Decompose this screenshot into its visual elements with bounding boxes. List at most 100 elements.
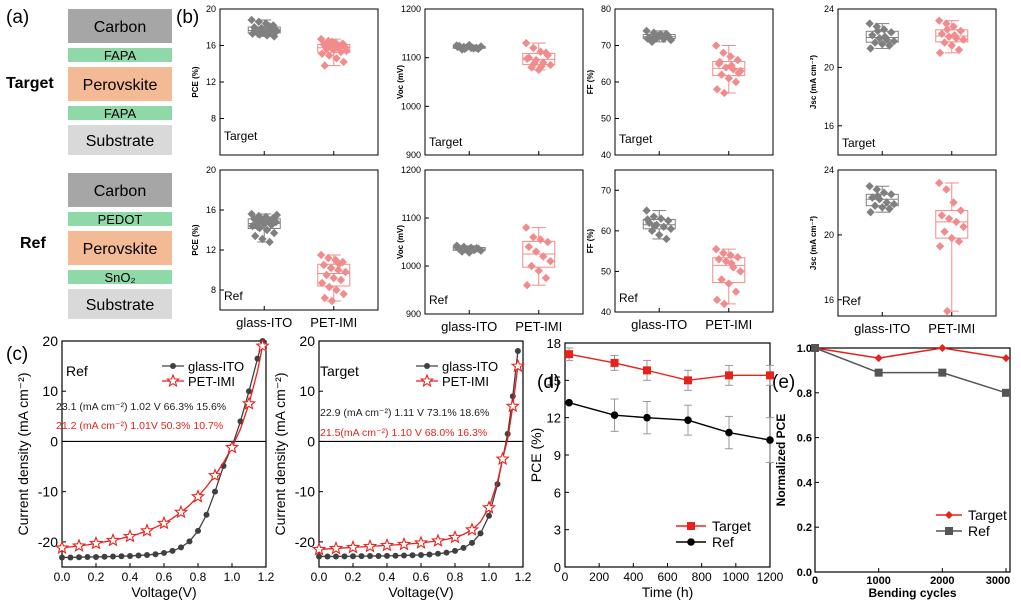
- data-point: [529, 233, 538, 242]
- data-point: [271, 217, 281, 227]
- data-point: [253, 222, 263, 232]
- x-tick-label: PET-IMI: [515, 319, 562, 334]
- data-point: [457, 247, 467, 256]
- legend-marker: [170, 363, 176, 369]
- x-tick-label: 1.0: [224, 570, 241, 584]
- data-point: [54, 540, 70, 555]
- series-line-1: [568, 402, 771, 441]
- data-point: [647, 226, 657, 236]
- data-point: [662, 29, 671, 39]
- x-tick-label: 400: [623, 570, 643, 584]
- data-point: [465, 248, 474, 257]
- data-point: [358, 553, 365, 560]
- data-point: [724, 279, 733, 288]
- x-tick-label: 0.8: [447, 570, 464, 584]
- data-point: [870, 201, 880, 210]
- data-point: [254, 355, 261, 362]
- data-point: [195, 527, 201, 534]
- y-tick-label: 16: [824, 121, 834, 131]
- y-tick-label: 60: [601, 77, 611, 87]
- corner-label: Target: [320, 363, 359, 379]
- data-point: [934, 178, 944, 188]
- data-point: [721, 257, 731, 266]
- data-point: [144, 551, 150, 558]
- x-tick-label: 200: [589, 570, 609, 584]
- data-point: [943, 306, 952, 316]
- y-tick-label: 20: [299, 333, 315, 349]
- data-point: [649, 28, 659, 37]
- data-point: [430, 533, 446, 547]
- data-point: [319, 260, 329, 270]
- device-stack-target: Carbon FAPA Perovskite FAPA Substrate: [68, 9, 172, 155]
- data-point: [866, 207, 875, 217]
- y-axis-label: PCE (%): [191, 66, 200, 97]
- data-point: [534, 266, 543, 275]
- x-tick-label: 0.2: [88, 570, 105, 584]
- data-point: [329, 273, 338, 283]
- data-point: [546, 257, 555, 266]
- legend-label: glass-ITO: [442, 359, 498, 374]
- legend-label: glass-ITO: [188, 359, 244, 374]
- plot-frame: [614, 169, 774, 313]
- y-axis-label: PCE (%): [528, 428, 544, 482]
- data-point: [135, 552, 142, 559]
- box-chart-2: 900 1000 1100 1200 Voc (mV) Target: [396, 4, 584, 160]
- data-point: [248, 221, 257, 231]
- data-point: [766, 436, 774, 444]
- y-tick-label: 0.6: [797, 433, 812, 445]
- data-point: [736, 267, 745, 276]
- data-point: [874, 354, 883, 363]
- data-point: [662, 234, 671, 244]
- series-line-1: [318, 366, 519, 551]
- stack-layer-target-3: [68, 106, 172, 120]
- data-point: [331, 38, 340, 47]
- y-tick-label: -20: [295, 534, 315, 550]
- plot-frame: [814, 347, 1011, 573]
- data-point: [88, 535, 104, 550]
- x-tick-label: 0: [812, 575, 818, 587]
- data-point: [139, 523, 155, 537]
- y-axis-label: Voc (mV): [396, 225, 405, 259]
- x-tick-label: 1.2: [258, 570, 275, 584]
- data-point: [954, 45, 964, 55]
- stack-label-target: Target: [6, 75, 54, 92]
- data-point: [650, 32, 659, 41]
- data-point: [110, 553, 116, 560]
- legend-marker: [687, 538, 695, 546]
- data-point: [317, 278, 327, 288]
- data-point: [186, 538, 193, 545]
- stack-layer-ref-2: [68, 231, 172, 265]
- y-tick-label: 20: [824, 230, 834, 240]
- stack-layer-label: Carbon: [94, 183, 146, 200]
- y-axis-label: FF (%): [586, 69, 595, 94]
- data-point: [712, 85, 722, 94]
- data-point: [341, 43, 350, 52]
- legend-label: PET-IMI: [442, 374, 489, 389]
- data-point: [866, 44, 875, 53]
- y-tick-label: -20: [38, 534, 58, 550]
- y-tick-label: 70: [601, 41, 611, 51]
- data-point: [720, 299, 729, 309]
- y-tick-label: 1100: [402, 53, 421, 63]
- y-axis-label: Current density (mA cm⁻²): [272, 373, 288, 536]
- y-tick-label: 1200: [401, 4, 421, 14]
- box-chart-7: 40 50 60 70 FF (%) Ref glass-ITO PET-IMI: [586, 169, 774, 332]
- data-point: [868, 31, 877, 40]
- data-point: [734, 68, 743, 78]
- data-point: [336, 275, 346, 285]
- x-tick-label: 2000: [930, 575, 954, 587]
- data-point: [885, 41, 894, 50]
- data-point: [254, 17, 264, 26]
- data-point: [401, 552, 407, 559]
- data-point: [937, 29, 947, 39]
- data-point: [610, 411, 619, 419]
- data-point: [731, 77, 741, 87]
- data-point: [334, 259, 344, 269]
- data-point: [878, 203, 887, 212]
- data-point: [250, 214, 259, 224]
- plot-frame: [837, 8, 997, 156]
- data-point: [659, 222, 668, 231]
- y-tick-label: 20: [206, 165, 216, 175]
- y-tick-label: 0: [307, 433, 315, 449]
- data-point: [531, 55, 541, 65]
